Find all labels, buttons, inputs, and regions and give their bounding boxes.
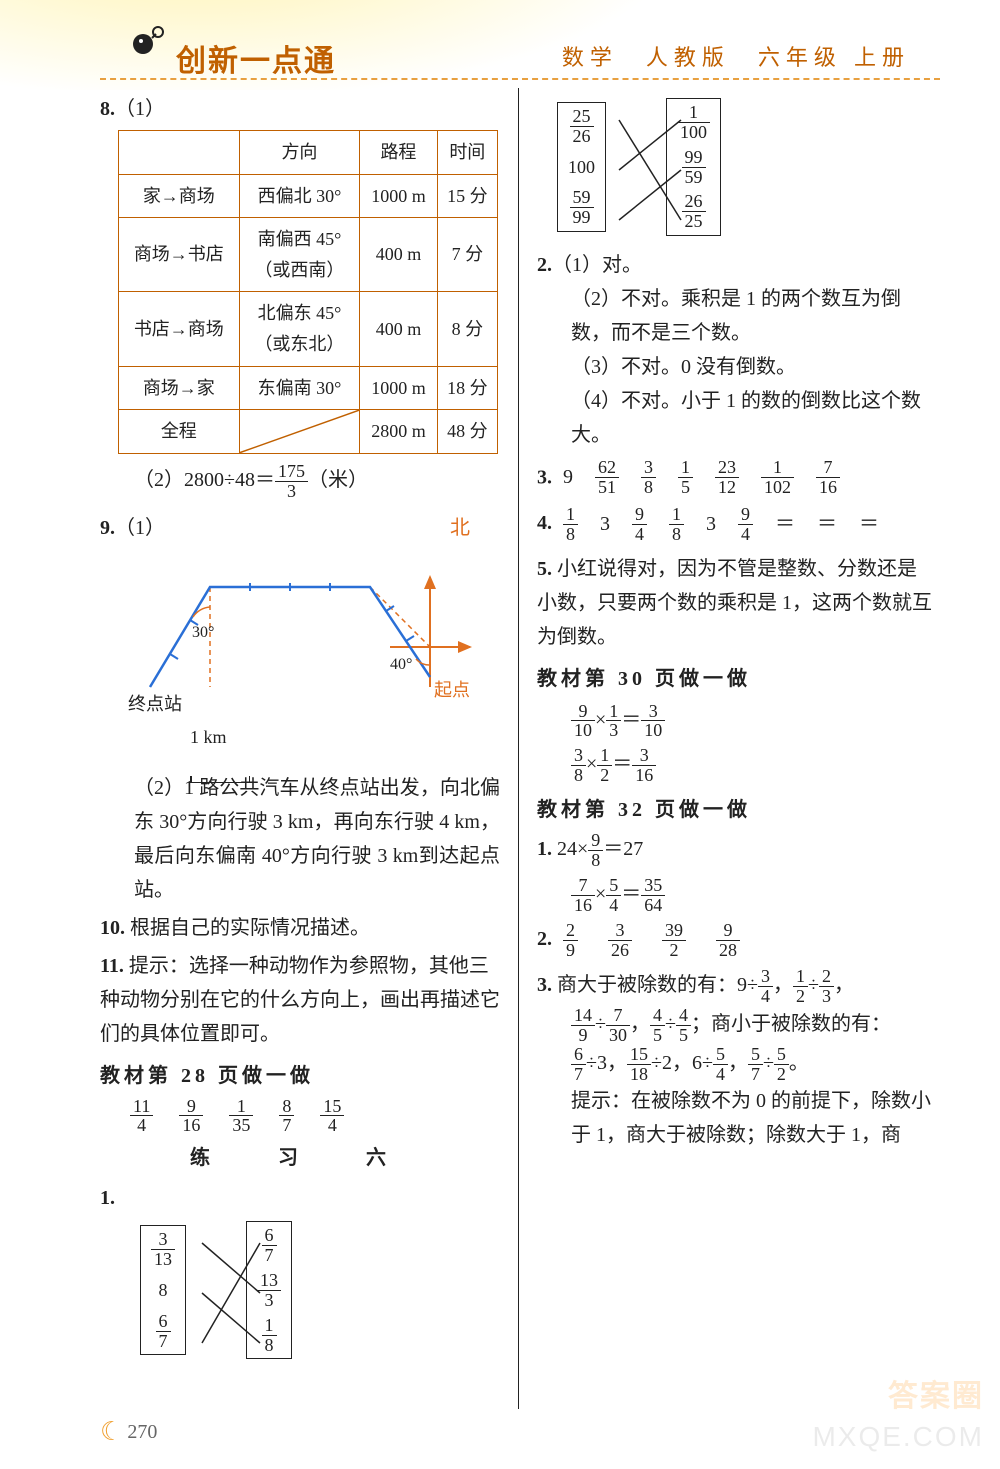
ex6-q1-label: 1. — [100, 1187, 115, 1209]
section-28: 教材第 28 页做一做 — [100, 1059, 500, 1093]
q9-part2: （2）1 路公共汽车从终点站出发，向北偏东 30°方向行驶 3 km，再向东行驶… — [100, 771, 500, 907]
table-row: 商场→家东偏南 30°1000 m18 分 — [119, 366, 498, 410]
q9-label: 9. — [100, 517, 115, 539]
q3-label: 3. — [537, 466, 552, 488]
table-row: 全程 2800 m48 分 — [119, 410, 498, 454]
q10-text: 根据自己的实际情况描述。 — [130, 917, 370, 939]
q10-label: 10. — [100, 917, 125, 939]
q8-part2: （2）2800÷48＝1753（米） — [100, 462, 500, 501]
q32-1b: 716×54＝3564 — [571, 876, 936, 915]
header-divider — [100, 78, 940, 80]
content-area: 8.（1） 方向 路程 时间 家→商场西偏北 30°1000 m15 分 商场→… — [100, 88, 936, 1409]
q8-part1: （1） — [115, 98, 165, 120]
page-footer: ☾ 270 — [100, 1417, 157, 1447]
sub-title: 数学 人教版 六年级 上册 — [562, 40, 910, 72]
q32-3-hint: 提示：在被除数不为 0 的前提下，除数小于 1，商大于被除数；除数大于 1，商 — [537, 1084, 936, 1152]
end-label: 终点站 — [128, 689, 182, 720]
q32-1a: 24×98＝27 — [557, 838, 643, 860]
route-table: 方向 路程 时间 家→商场西偏北 30°1000 m15 分 商场→书店南偏西 … — [118, 130, 498, 454]
q11-label: 11. — [100, 955, 124, 977]
q32-3-line2: 149÷730，45÷45；商小于被除数的有： — [537, 1006, 936, 1045]
scale-bar: 1 km — [190, 722, 250, 783]
angle1-label: 30° — [192, 619, 214, 646]
q2-2: （2）不对。乘积是 1 的两个数互为倒数，而不是三个数。 — [537, 282, 936, 350]
q8-label: 8. — [100, 98, 115, 120]
p28-fractions: 11491613587154 — [130, 1097, 500, 1136]
watermark-2: 答案圈 — [888, 1371, 984, 1415]
eq30-2: 38×12＝316 — [571, 746, 936, 785]
right-column: 25261005999 110099592625 2.（1）对。 （2）不对。乘… — [518, 88, 936, 1409]
th-dir: 方向 — [239, 131, 360, 175]
q32-3-label: 3. — [537, 974, 552, 996]
table-row: 书店→商场北偏东 45° （或东北）400 m8 分 — [119, 292, 498, 366]
main-title: 创新一点通 — [176, 36, 336, 80]
q2-3: （3）不对。0 没有倒数。 — [537, 350, 936, 384]
q11-text: 提示：选择一种动物作为参照物，其他三种动物分别在它的什么方向上，画出再描述它们的… — [100, 955, 500, 1045]
table-row: 商场→书店南偏西 45° （或西南）400 m7 分 — [119, 218, 498, 292]
th-time: 时间 — [437, 131, 497, 175]
route-diagram: 30° 40° 终点站 起点 1 km — [120, 547, 480, 767]
table-row: 家→商场西偏北 30°1000 m15 分 — [119, 174, 498, 218]
q2-1: （1）对。 — [552, 254, 642, 276]
angle2-label: 40° — [390, 651, 412, 678]
north-label: 北 — [450, 511, 470, 545]
eq30-1: 910×13＝310 — [571, 702, 936, 741]
th-blank — [119, 131, 240, 175]
moon-icon: ☾ — [100, 1417, 123, 1447]
q32-3-line3: 67÷3，1518÷2，6÷54，57÷52。 — [537, 1045, 936, 1084]
section-32: 教材第 32 页做一做 — [537, 793, 936, 827]
q32-2-label: 2. — [537, 928, 552, 950]
q5-text: 小红说得对，因为不管是整数、分数还是小数，只要两个数的乘积是 1，这两个数就互为… — [537, 558, 932, 648]
match-diagram-1: 313867 6713318 — [140, 1215, 500, 1365]
section-30: 教材第 30 页做一做 — [537, 662, 936, 696]
q2-label: 2. — [537, 254, 552, 276]
page-number: 270 — [127, 1421, 157, 1444]
q5-label: 5. — [537, 558, 552, 580]
q32-1-label: 1. — [537, 838, 552, 860]
q2-4: （4）不对。小于 1 的数的倒数比这个数大。 — [537, 384, 936, 452]
watermark-1: MXQE.COM — [812, 1421, 984, 1453]
match-diagram-2: 25261005999 110099592625 — [557, 92, 936, 242]
q4-label: 4. — [537, 512, 552, 534]
q9-part1: （1） — [115, 517, 165, 539]
table-row: 方向 路程 时间 — [119, 131, 498, 175]
q32-3-line1: 商大于被除数的有：9÷34，12÷23， — [557, 974, 854, 996]
start-label: 起点 — [434, 675, 470, 706]
exercise6-title: 练 习 六 — [100, 1141, 500, 1175]
left-column: 8.（1） 方向 路程 时间 家→商场西偏北 30°1000 m15 分 商场→… — [100, 88, 518, 1409]
th-dist: 路程 — [360, 131, 437, 175]
